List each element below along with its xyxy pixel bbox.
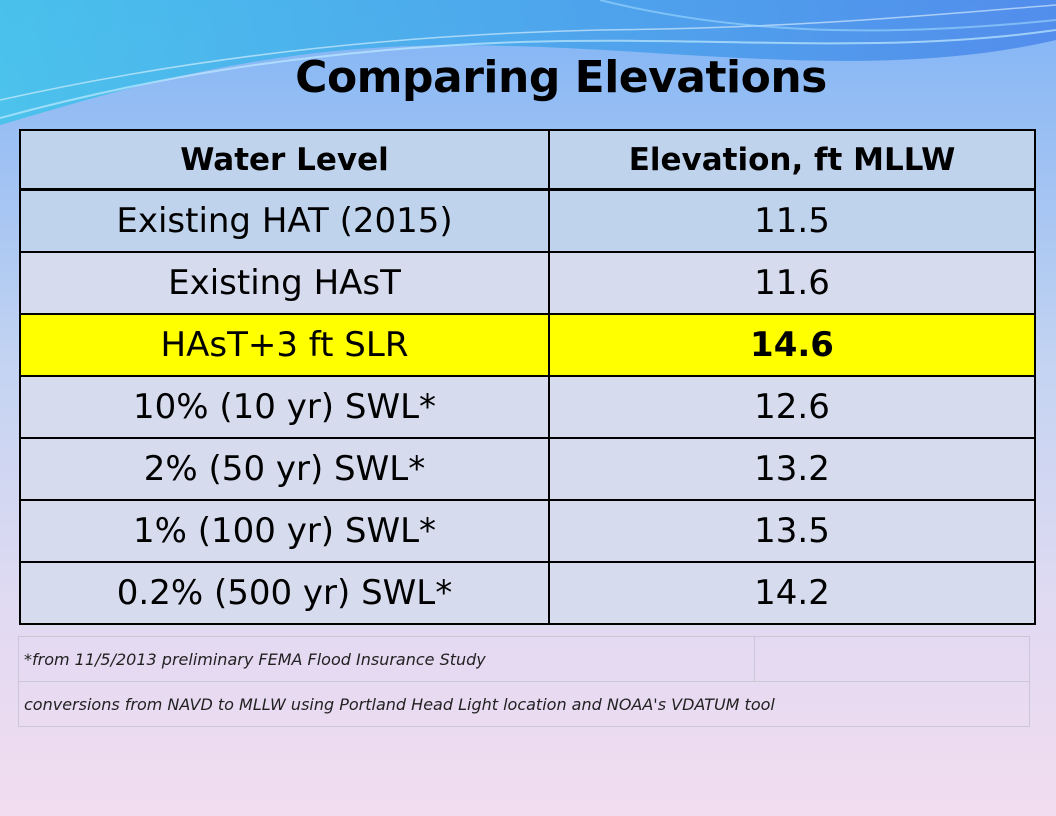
elevation-cell: 12.6 [548,375,1036,439]
elevation-cell: 11.5 [548,188,1036,253]
table-row: Existing HAsT 11.6 [19,251,1036,315]
table-header-row: Water Level Elevation, ft MLLW [19,129,1036,191]
elevation-cell: 11.6 [548,251,1036,315]
page-title: Comparing Elevations [295,52,827,103]
elevation-cell: 13.5 [548,499,1036,563]
water-level-cell: HAsT+3 ft SLR [19,313,550,377]
table-row: 2% (50 yr) SWL* 13.2 [19,437,1036,501]
table-row: 10% (10 yr) SWL* 12.6 [19,375,1036,439]
table-row: Existing HAT (2015) 11.5 [19,188,1036,253]
column-header-water-level: Water Level [19,129,550,191]
water-level-cell: 0.2% (500 yr) SWL* [19,561,550,625]
table-row-highlighted: HAsT+3 ft SLR 14.6 [19,313,1036,377]
table-row: 0.2% (500 yr) SWL* 14.2 [19,561,1036,625]
column-header-elevation: Elevation, ft MLLW [548,129,1036,191]
elevation-cell: 13.2 [548,437,1036,501]
water-level-cell: Existing HAsT [19,251,550,315]
footnote-empty-cell [754,636,1030,682]
decorative-wave [0,0,1056,125]
elevation-cell: 14.2 [548,561,1036,625]
footnote-source: *from 11/5/2013 preliminary FEMA Flood I… [18,636,755,682]
elevation-table: Water Level Elevation, ft MLLW Existing … [19,129,1036,625]
water-level-cell: 2% (50 yr) SWL* [19,437,550,501]
footnotes-table: *from 11/5/2013 preliminary FEMA Flood I… [18,636,1030,727]
footnote-conversion: conversions from NAVD to MLLW using Port… [18,681,1030,727]
water-level-cell: Existing HAT (2015) [19,188,550,253]
water-level-cell: 1% (100 yr) SWL* [19,499,550,563]
elevation-cell: 14.6 [548,313,1036,377]
water-level-cell: 10% (10 yr) SWL* [19,375,550,439]
table-row: 1% (100 yr) SWL* 13.5 [19,499,1036,563]
